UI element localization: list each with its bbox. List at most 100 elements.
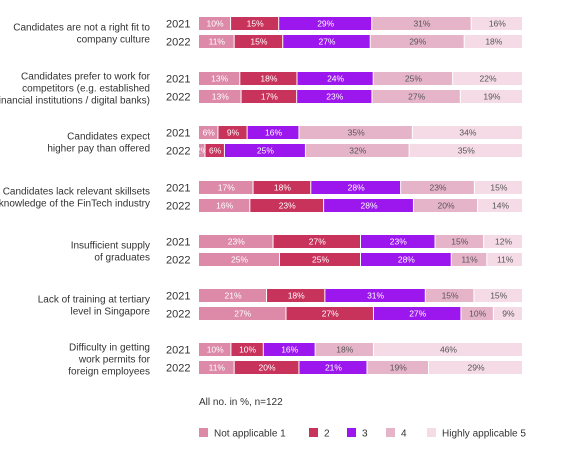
bar-segment	[451, 253, 487, 266]
bar-segment	[373, 72, 453, 85]
bar-segment	[234, 361, 299, 374]
data-label: 29%	[409, 37, 426, 47]
bar-segment	[234, 35, 283, 48]
year-label: 2021	[166, 345, 190, 357]
bar-segment	[199, 361, 234, 374]
bar-segment	[325, 289, 425, 302]
data-label: 31%	[413, 19, 430, 29]
data-label: 27%	[318, 37, 335, 47]
legend-label: 3	[362, 429, 368, 440]
bar-segment	[231, 17, 279, 30]
data-label: 18%	[288, 291, 305, 301]
bar-segment	[461, 307, 493, 320]
bar-segment	[224, 144, 305, 157]
data-label: 16%	[216, 201, 233, 211]
legend-swatch	[386, 428, 395, 437]
data-label: 21%	[225, 291, 242, 301]
category-label: foreign employees	[68, 367, 150, 378]
bar-segment	[493, 307, 522, 320]
year-label: 2021	[166, 291, 190, 303]
bar-segment	[372, 17, 471, 30]
year-label: 2021	[166, 183, 190, 195]
category-label: Candidates lack relevant skillsets	[3, 187, 150, 198]
data-label: 18%	[260, 74, 277, 84]
data-label: 27%	[322, 309, 339, 319]
category-label: Difficulty in getting	[69, 343, 150, 354]
legend-label: Highly applicable 5	[442, 429, 526, 440]
data-label: 18%	[274, 183, 291, 193]
bar-segment	[474, 289, 522, 302]
year-label: 2022	[166, 309, 190, 321]
year-label: 2021	[166, 128, 190, 140]
bar-segment	[199, 307, 286, 320]
bar-segment	[370, 35, 464, 48]
year-label: 2021	[166, 74, 190, 86]
data-label: 34%	[459, 128, 476, 138]
bar-segment	[412, 126, 522, 139]
data-label: 23%	[326, 92, 343, 102]
data-label: 9%	[502, 309, 515, 319]
data-label: 20%	[259, 363, 276, 373]
data-label: 21%	[325, 363, 342, 373]
data-label: 19%	[483, 92, 500, 102]
data-label: 25%	[257, 146, 274, 156]
legend-label: 4	[401, 429, 407, 440]
bar-segment	[286, 307, 373, 320]
bar-segment	[263, 343, 315, 356]
bar-segment	[311, 181, 401, 194]
legend-swatch	[347, 428, 356, 437]
data-label: 27%	[309, 237, 326, 247]
category-label: financial institutions / digital banks)	[0, 96, 150, 107]
year-label: 2021	[166, 237, 190, 249]
bar-segment	[409, 144, 522, 157]
data-label: 29%	[317, 19, 334, 29]
bar-segment	[199, 144, 205, 157]
category-label: Candidates prefer to work for	[21, 72, 151, 83]
data-label: 23%	[279, 201, 296, 211]
bar-segment	[487, 253, 522, 266]
bar-segment	[273, 235, 360, 248]
bar-segment	[453, 72, 522, 85]
data-label: 18%	[336, 345, 353, 355]
category-label: company culture	[77, 35, 151, 46]
bar-segment	[372, 90, 460, 103]
category-label: Insufficient supply	[71, 241, 150, 252]
category-label: of graduates	[94, 253, 150, 264]
bar-segment	[199, 72, 240, 85]
data-label: 32%	[349, 146, 366, 156]
data-label: 2%	[196, 146, 209, 156]
data-label: 13%	[212, 92, 229, 102]
bar-segment	[413, 199, 478, 212]
data-label: 18%	[485, 37, 502, 47]
data-label: 23%	[429, 183, 446, 193]
data-label: 25%	[231, 255, 248, 265]
data-label: 14%	[492, 201, 509, 211]
year-label: 2022	[166, 92, 190, 104]
data-label: 6%	[203, 128, 216, 138]
data-label: 15%	[451, 237, 468, 247]
bar-segment	[199, 289, 267, 302]
data-label: 23%	[228, 237, 245, 247]
bar-segment	[435, 235, 484, 248]
bar-segment	[280, 253, 360, 266]
bar-segment	[361, 253, 451, 266]
data-label: 27%	[409, 309, 426, 319]
bar-segment	[324, 199, 413, 212]
bar-segment	[315, 343, 373, 356]
bar-segment	[471, 17, 522, 30]
bar-segment	[429, 361, 522, 374]
bar-segment	[199, 35, 234, 48]
data-label: 25%	[405, 74, 422, 84]
data-label: 20%	[438, 201, 455, 211]
data-label: 27%	[408, 92, 425, 102]
bar-segment	[240, 72, 297, 85]
data-label: 16%	[265, 128, 282, 138]
bar-segment	[297, 72, 373, 85]
year-label: 2022	[166, 146, 190, 158]
bar-segment	[199, 235, 273, 248]
bar-segment	[241, 90, 297, 103]
data-label: 17%	[218, 183, 235, 193]
data-label: 17%	[261, 92, 278, 102]
category-label: level in Singapore	[71, 307, 151, 318]
